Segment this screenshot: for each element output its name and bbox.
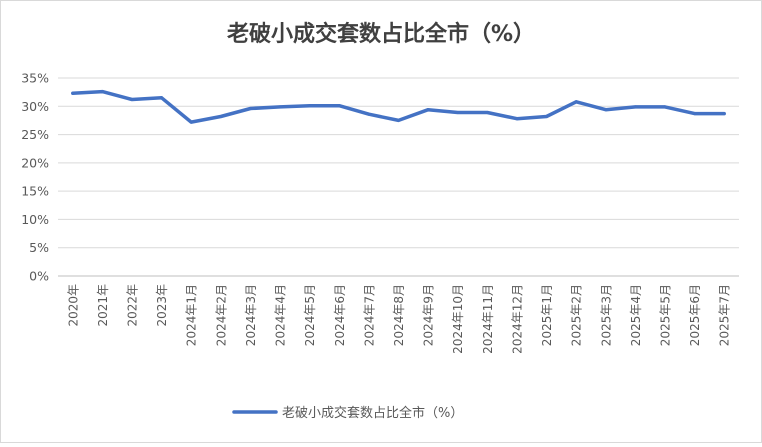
x-tick-label: 2024年10月 — [451, 284, 465, 354]
x-tick-label: 2023年 — [155, 284, 169, 327]
y-tick-label: 20% — [21, 155, 49, 170]
x-tick-label: 2025年1月 — [540, 284, 554, 346]
data-point — [278, 105, 282, 109]
x-tick-label: 2024年3月 — [244, 284, 258, 346]
y-tick-label: 35% — [21, 71, 49, 86]
data-point — [71, 91, 75, 95]
data-point — [485, 111, 489, 115]
y-tick-label: 30% — [21, 99, 49, 114]
x-tick-label: 2024年1月 — [185, 284, 199, 346]
x-tick-label: 2024年7月 — [362, 284, 376, 346]
data-point — [663, 105, 667, 109]
y-tick-label: 15% — [21, 184, 49, 199]
x-tick-label: 2020年 — [66, 284, 80, 327]
data-point — [337, 104, 341, 108]
y-tick-label: 10% — [21, 212, 49, 227]
data-point — [248, 107, 252, 111]
series-layer — [71, 89, 726, 124]
data-point — [219, 114, 223, 118]
data-point — [397, 118, 400, 122]
y-tick-label: 0% — [29, 269, 49, 284]
x-axis-ticks: 2020年 2021年 2022年 2023年 2024年1月 2024年2月 2024年3… — [66, 284, 731, 354]
data-point — [693, 112, 697, 116]
data-point — [367, 112, 371, 116]
data-point — [722, 112, 726, 116]
x-tick-label: 2024年11月 — [481, 284, 495, 354]
data-point — [515, 117, 519, 121]
y-tick-label: 5% — [29, 240, 49, 255]
y-axis-ticks: 0% 5% 10% 15% 20% 25% 30% 35% — [21, 71, 49, 284]
x-tick-label: 2024年12月 — [510, 284, 524, 354]
x-tick-label: 2024年5月 — [303, 284, 317, 346]
x-tick-label: 2025年7月 — [718, 284, 732, 346]
x-tick-label: 2025年2月 — [570, 284, 584, 346]
data-point — [545, 114, 549, 118]
x-tick-label: 2025年6月 — [688, 284, 702, 346]
data-point — [604, 108, 608, 112]
x-tick-label: 2024年6月 — [333, 284, 347, 346]
series-line — [71, 89, 726, 124]
y-tick-label: 25% — [21, 127, 49, 142]
x-tick-label: 2024年2月 — [214, 284, 228, 346]
data-point — [189, 120, 193, 124]
x-tick-label: 2024年9月 — [422, 284, 436, 346]
x-tick-label: 2024年8月 — [392, 284, 406, 346]
x-tick-label: 2024年4月 — [274, 284, 288, 346]
data-point — [633, 105, 637, 109]
x-tick-label: 2022年 — [126, 284, 140, 327]
data-point — [100, 90, 104, 94]
x-tick-label: 2021年 — [96, 284, 110, 327]
data-point — [574, 100, 578, 104]
data-point — [160, 96, 164, 100]
data-point — [426, 108, 430, 112]
legend-label: 老破小成交套数占比全市（%） — [282, 405, 463, 421]
data-point — [456, 111, 460, 115]
x-tick-label: 2025年3月 — [599, 284, 613, 346]
data-point — [308, 104, 312, 108]
legend: 老破小成交套数占比全市（%） — [232, 405, 463, 421]
x-tick-label: 2025年4月 — [629, 284, 643, 346]
x-tick-label: 2025年5月 — [658, 284, 672, 346]
chart-title: 老破小成交套数占比全市（%） — [226, 21, 535, 47]
data-point — [130, 97, 134, 101]
